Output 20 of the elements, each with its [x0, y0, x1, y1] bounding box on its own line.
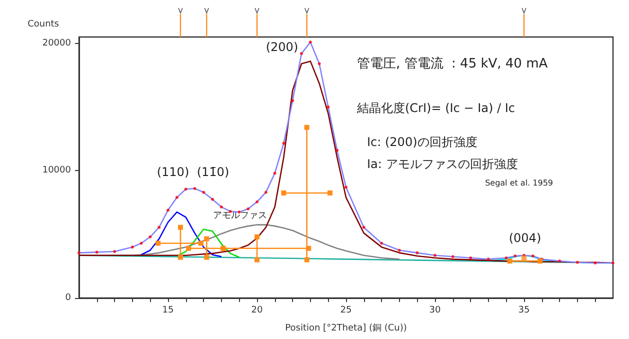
x-tick-label: 35: [518, 306, 530, 316]
x-tick-label: 20: [251, 306, 263, 316]
x-tick-label: 15: [162, 306, 174, 316]
annotation: Segal et al. 1959: [485, 178, 553, 188]
x-tick-label: 25: [340, 306, 352, 316]
annotation: (004): [508, 231, 542, 245]
y-tick-label: 20000: [42, 38, 72, 48]
annotation: Ic: (200)の回折強度: [367, 135, 478, 149]
y-tick-label: 10000: [42, 166, 72, 176]
annotation: アモルファス: [213, 211, 267, 221]
annotation: (200): [266, 40, 298, 54]
annotation: (11̄0): [196, 165, 230, 179]
y-axis-title: Counts: [28, 20, 60, 30]
annotation: 結晶化度(CrI)= (Ic − Ia) / Ic: [356, 101, 515, 115]
annotation: (110): [156, 165, 190, 179]
x-tick-label: 30: [429, 306, 441, 316]
y-tick-label: 0: [65, 293, 72, 303]
x-axis-title: Position [°2Theta] (銅 (Cu)): [285, 322, 407, 334]
annotation: Ia: アモルファスの回折強度: [367, 157, 518, 171]
annotation: 管電圧, 管電流 : 45 kV, 40 mA: [357, 56, 548, 72]
